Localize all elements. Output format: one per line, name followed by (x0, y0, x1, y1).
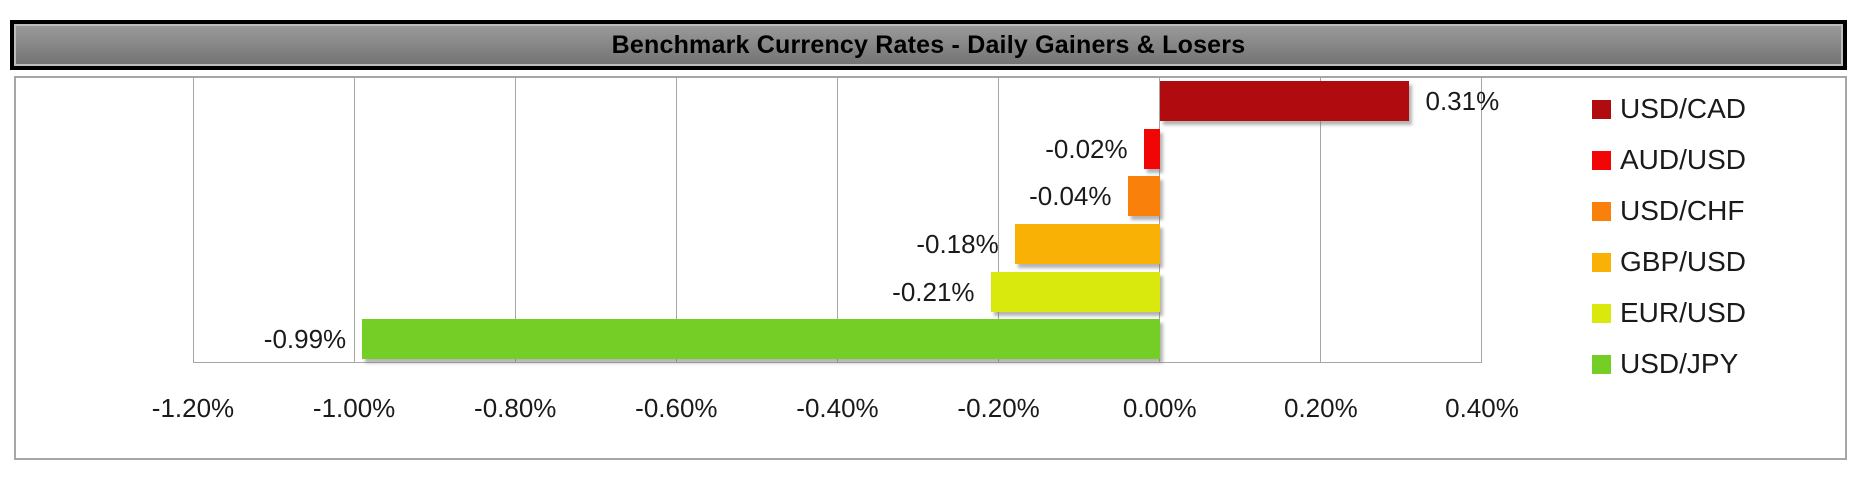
chart-title-bar: Benchmark Currency Rates - Daily Gainers… (10, 20, 1847, 70)
chart-title: Benchmark Currency Rates - Daily Gainers… (611, 30, 1246, 59)
legend-label-eur-usd: EUR/USD (1620, 297, 1747, 328)
x-axis-tick-label: -0.20% (957, 393, 1040, 423)
x-axis-tick-label: 0.00% (1122, 393, 1197, 423)
legend-label-usd-jpy: USD/JPY (1620, 348, 1739, 379)
legend-swatch-aud-usd (1592, 150, 1611, 170)
bar-usd-chf (1127, 176, 1160, 217)
legend-swatch-gbp-usd (1592, 252, 1611, 272)
legend-item-aud-usd: AUD/USD (1592, 144, 1747, 175)
legend-swatch-usd-cad (1592, 99, 1611, 119)
gridline--0.80 (514, 77, 516, 363)
x-axis-tick-label: -0.60% (635, 393, 718, 423)
x-axis-tick-label: -0.80% (474, 393, 557, 423)
legend-item-usd-chf: USD/CHF (1592, 195, 1745, 226)
bar-eur-usd (990, 271, 1160, 312)
bar-usd-cad (1159, 80, 1410, 121)
legend-item-gbp-usd: GBP/USD (1592, 246, 1747, 277)
x-axis-tick-label: 0.40% (1445, 393, 1519, 423)
legend-label-usd-cad: USD/CAD (1620, 93, 1747, 124)
legend-item-usd-cad: USD/CAD (1592, 93, 1747, 124)
gridline--1.00 (353, 77, 355, 363)
legend-item-usd-jpy: USD/JPY (1592, 348, 1739, 379)
x-axis-tick-label: -1.00% (312, 393, 396, 423)
bar-value-label-usd-jpy: -0.99% (263, 324, 347, 355)
bar-value-label-usd-cad: 0.31% (1425, 85, 1500, 116)
bar-value-label-aud-usd: -0.02% (1045, 133, 1128, 164)
gridline-0.20 (1320, 77, 1322, 363)
gridline-0.00 (1159, 77, 1161, 363)
bar-aud-usd (1143, 128, 1160, 169)
gridline--0.40 (837, 77, 838, 363)
gridline--0.20 (998, 77, 1000, 363)
bar-value-label-usd-chf: -0.04% (1029, 181, 1112, 212)
bar-gbp-usd (1014, 223, 1160, 264)
legend-label-aud-usd: AUD/USD (1620, 144, 1747, 175)
legend-swatch-usd-chf (1592, 201, 1611, 221)
bar-value-label-eur-usd: -0.21% (892, 276, 975, 307)
gridline--0.60 (675, 77, 677, 363)
x-axis-tick-label: -0.40% (796, 393, 879, 423)
x-axis-tick-label: 0.20% (1284, 393, 1358, 423)
legend-label-gbp-usd: GBP/USD (1620, 246, 1747, 277)
legend-label-usd-chf: USD/CHF (1620, 195, 1745, 226)
legend-swatch-eur-usd (1592, 303, 1611, 323)
bar-usd-jpy (362, 319, 1160, 360)
legend-item-eur-usd: EUR/USD (1592, 297, 1747, 328)
x-axis-tick-label: -1.20% (151, 393, 235, 423)
bar-value-label-gbp-usd: -0.18% (916, 228, 999, 259)
legend-swatch-usd-jpy (1592, 354, 1611, 374)
